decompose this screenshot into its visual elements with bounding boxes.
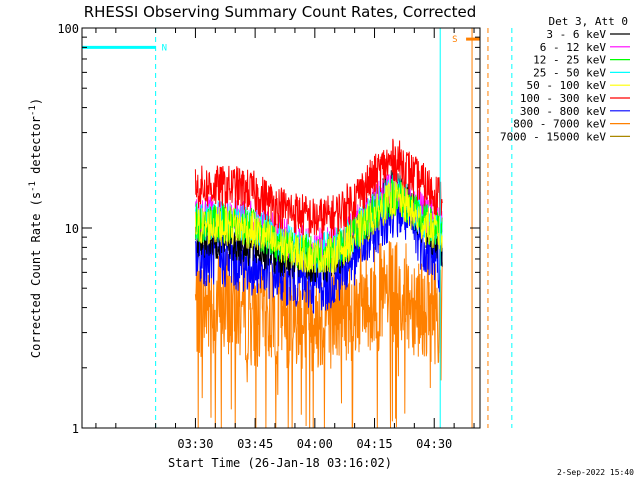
data-layer	[194, 138, 443, 429]
legend-header: Det 3, Att 0	[549, 15, 628, 28]
legend-label: 7000 - 15000 keV	[500, 130, 606, 143]
legend-label: 6 - 12 keV	[540, 41, 607, 54]
axis-layer: 1 10 100 03:30 03:45 04:00 04:15 04:30	[57, 22, 480, 451]
legend-label: 300 - 800 keV	[520, 105, 606, 118]
x-tick-label: 04:00	[297, 437, 333, 451]
trace-100-300-kev	[194, 138, 443, 240]
x-tick-label: 03:45	[237, 437, 273, 451]
legend-label: 12 - 25 keV	[533, 54, 606, 67]
y-axis-label: Corrected Count Rate (s-1 detector-1)	[28, 98, 43, 358]
marker-layer: NS	[81, 28, 513, 428]
x-tick-label: 04:15	[356, 437, 392, 451]
y-axis-label-mid: detector	[29, 116, 43, 181]
legend-label: 50 - 100 keV	[527, 79, 607, 92]
x-tick-label: 03:30	[177, 437, 213, 451]
y-axis-label-sup1: -1	[28, 181, 38, 192]
x-tick-label: 04:30	[416, 437, 452, 451]
x-axis-label: Start Time (26-Jan-18 03:16:02)	[168, 456, 392, 470]
y-tick-label: 100	[57, 22, 79, 36]
annotation-label: S	[452, 35, 457, 45]
legend-label: 100 - 300 keV	[520, 92, 606, 105]
y-axis-label-end: )	[29, 98, 43, 105]
legend-label: 800 - 7000 keV	[513, 118, 606, 131]
legend-label: 25 - 50 keV	[533, 66, 606, 79]
y-tick-label: 10	[65, 222, 79, 236]
chart-title: RHESSI Observing Summary Count Rates, Co…	[84, 3, 477, 21]
y-axis-label-sup2: -1	[28, 105, 38, 116]
trace-50-100-kev	[195, 179, 443, 273]
y-tick-label: 1	[72, 422, 79, 436]
y-axis-label-main: Corrected Count Rate (s	[29, 192, 43, 358]
footer-date: 2-Sep-2022 15:40	[557, 468, 634, 477]
annotation-label: N	[162, 43, 167, 53]
legend-label: 3 - 6 keV	[546, 28, 606, 41]
